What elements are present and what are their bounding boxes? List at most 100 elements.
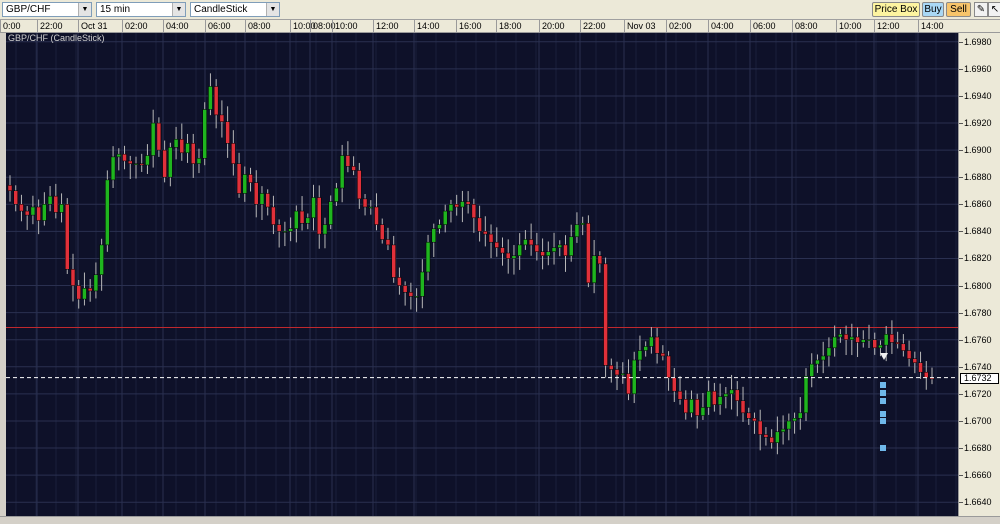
candle-body: [878, 344, 883, 349]
time-tick-label: 02:00: [122, 20, 148, 32]
candle-body: [13, 190, 18, 205]
candle-body: [546, 251, 551, 256]
candle-body: [895, 342, 900, 345]
candle-body: [133, 163, 139, 165]
candle-body: [832, 336, 837, 349]
candle-body: [723, 393, 729, 397]
time-tick-label: 02:00: [666, 20, 692, 32]
order-square-icon: [880, 398, 886, 404]
candle-body: [889, 334, 895, 343]
price-tick-label: 1.6760: [959, 334, 992, 345]
price-box-button[interactable]: Price Box: [872, 2, 920, 17]
candle-body: [746, 412, 751, 419]
price-tick-label: 1.6660: [959, 470, 992, 481]
candle-body: [76, 285, 81, 300]
chart-type-value: CandleStick: [194, 4, 248, 15]
candle-body: [729, 389, 734, 395]
time-tick-label: 16:00: [456, 20, 482, 32]
price-tick-label: 1.6720: [959, 388, 992, 399]
chevron-down-icon[interactable]: ▼: [266, 3, 279, 16]
candle-body: [500, 247, 505, 254]
candle-body: [139, 163, 144, 166]
current-price-label: 1.6732: [960, 372, 999, 384]
candle-body: [677, 390, 683, 400]
buy-button[interactable]: Buy: [922, 2, 944, 17]
order-square-icon: [880, 390, 886, 396]
candle-body: [609, 365, 614, 370]
candle-body: [574, 224, 580, 238]
scrollbar[interactable]: [0, 516, 1000, 524]
candle-body: [402, 285, 408, 293]
candle-body: [420, 271, 425, 297]
candle-body: [568, 236, 574, 256]
order-square-icon: [880, 445, 886, 451]
chart-area[interactable]: GBP/CHF (CandleStick): [6, 33, 958, 516]
candle-body: [454, 204, 459, 208]
price-tick-label: 1.6980: [959, 36, 992, 47]
candle-body: [448, 204, 454, 212]
candle-body: [689, 399, 694, 414]
candle-body: [242, 174, 248, 194]
candle-body: [322, 224, 328, 235]
candle-body: [379, 224, 385, 240]
candle-body: [803, 376, 809, 414]
candle-body: [191, 143, 196, 164]
candle-body: [666, 355, 671, 378]
candle-body: [528, 239, 534, 246]
candle-body: [906, 350, 912, 359]
candle-body: [694, 399, 700, 416]
candle-body: [339, 155, 345, 189]
candle-body: [248, 174, 253, 183]
chart-type-select[interactable]: CandleStick ▼: [190, 2, 280, 17]
candle-body: [591, 255, 597, 284]
chevron-down-icon[interactable]: ▼: [78, 3, 91, 16]
price-tick-label: 1.6860: [959, 199, 992, 210]
candle-body: [213, 86, 219, 116]
price-tick-label: 1.6800: [959, 280, 992, 291]
candle-body: [780, 428, 786, 433]
candle-body: [357, 170, 362, 200]
candle-body: [757, 420, 763, 435]
time-tick-label: 22:00: [37, 20, 63, 32]
candle-body: [861, 339, 866, 343]
symbol-select[interactable]: GBP/CHF ▼: [2, 2, 92, 17]
interval-value: 15 min: [100, 4, 131, 15]
candle-body: [294, 210, 299, 229]
candle-body: [105, 179, 110, 246]
candle-body: [87, 288, 93, 292]
symbol-value: GBP/CHF: [6, 4, 51, 15]
candle-body: [752, 418, 757, 422]
chevron-down-icon[interactable]: ▼: [172, 3, 185, 16]
candle-body: [460, 201, 465, 208]
candle-body: [826, 347, 832, 357]
candle-body: [597, 255, 603, 265]
candle-body: [431, 228, 437, 243]
time-tick-label: 18:00: [496, 20, 522, 32]
candle-body: [259, 193, 265, 205]
order-marker-icon: [880, 353, 888, 360]
candle-body: [809, 363, 814, 377]
candle-body: [735, 389, 740, 401]
candle-body: [299, 210, 305, 224]
candle-body: [156, 122, 162, 151]
candle-body: [586, 222, 591, 284]
candle-body: [374, 206, 379, 225]
candle-body: [162, 149, 167, 178]
candle-body: [437, 224, 442, 229]
candle-body: [328, 201, 333, 225]
interval-select[interactable]: 15 min ▼: [96, 2, 186, 17]
candle-body: [150, 122, 156, 156]
candle-body: [334, 187, 339, 202]
time-tick-label: 14:00: [414, 20, 440, 32]
candle-body: [93, 274, 99, 292]
candle-body: [7, 185, 13, 191]
pointer-icon[interactable]: ↖: [988, 2, 1000, 17]
time-tick-label: Oct 31: [78, 20, 108, 32]
candle-body: [362, 198, 368, 208]
candle-body: [47, 195, 53, 205]
pencil-icon[interactable]: ✎: [974, 2, 988, 17]
sell-button[interactable]: Sell: [946, 2, 971, 17]
time-tick-label: 04:00: [708, 20, 734, 32]
price-tick-label: 1.6880: [959, 172, 992, 183]
price-tick-label: 1.6920: [959, 118, 992, 129]
